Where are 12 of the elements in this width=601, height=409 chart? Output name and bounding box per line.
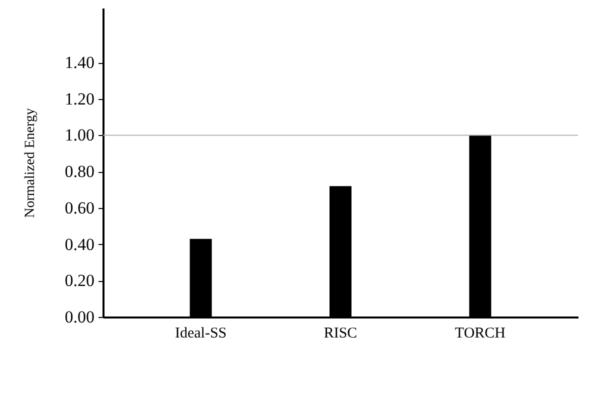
x-tick-label: TORCH [454, 326, 506, 342]
y-tick-label: 1.00 [64, 126, 94, 145]
y-tick-label: 0.80 [64, 162, 94, 182]
y-tick-label: 0.40 [64, 234, 94, 254]
x-tick-label: Ideal-SS [174, 326, 227, 342]
y-tick-label: 0.60 [64, 198, 94, 218]
y-axis-title: Normalized Energy [22, 108, 38, 218]
y-tick-label: 1.40 [64, 53, 94, 72]
y-tick-label: 0.00 [64, 308, 94, 326]
y-tick-label: 1.20 [64, 89, 94, 108]
y-tick-label: 0.20 [64, 271, 94, 290]
x-tick-label: RISC [324, 326, 358, 342]
